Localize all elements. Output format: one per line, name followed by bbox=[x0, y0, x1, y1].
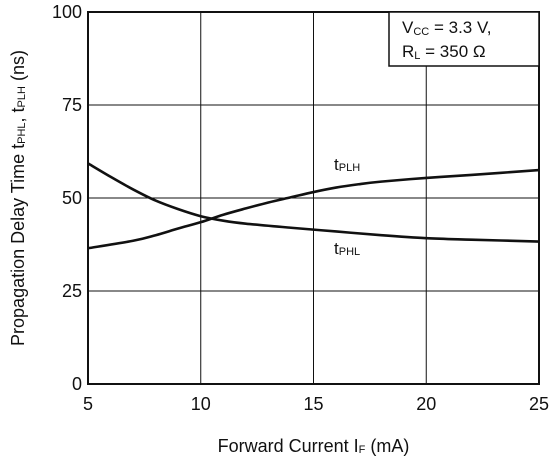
x-axis-label: Forward Current IF (mA) bbox=[218, 436, 410, 456]
condition-vcc-value: = 3.3 V, bbox=[429, 18, 491, 37]
grid-lines bbox=[88, 12, 539, 384]
series-line-tphl bbox=[87, 162, 540, 243]
x-tick-label: 5 bbox=[83, 394, 93, 414]
conditions-box-border bbox=[388, 11, 540, 67]
series-label-tphl-sub: PHL bbox=[339, 246, 360, 258]
condition-rl-value: = 350 Ω bbox=[420, 42, 485, 61]
series-label-tplh-sub: PLH bbox=[339, 162, 360, 174]
x-tick-label: 15 bbox=[303, 394, 323, 414]
condition-rl: RL = 350 Ω bbox=[402, 42, 486, 62]
y-axis-label-mid: , t bbox=[8, 107, 28, 122]
y-axis-label-sub2: PLH bbox=[16, 86, 28, 107]
x-axis-label-unit: (mA) bbox=[365, 436, 409, 456]
y-tick-label: 0 bbox=[72, 374, 82, 394]
series-label-tphl: tPHL bbox=[334, 239, 360, 258]
conditions-box: VCC = 3.3 V, RL = 350 Ω bbox=[388, 11, 540, 67]
condition-rl-subscript: L bbox=[414, 50, 420, 62]
y-tick-label: 25 bbox=[62, 281, 82, 301]
series-label-tphl-main: t bbox=[334, 239, 339, 258]
plot-frame bbox=[87, 11, 540, 385]
series-line-tplh bbox=[87, 168, 540, 250]
x-axis-label-main: Forward Current I bbox=[218, 436, 359, 456]
series-curves bbox=[87, 162, 540, 250]
y-axis-label-post: (ns) bbox=[8, 50, 28, 86]
y-tick-label: 50 bbox=[62, 188, 82, 208]
y-axis-label: Propagation Delay Time tPHL, tPLH (ns) bbox=[8, 50, 28, 346]
series-label-tplh: tPLH bbox=[334, 155, 360, 174]
y-tick-label: 75 bbox=[62, 95, 82, 115]
condition-rl-symbol: R bbox=[402, 42, 414, 61]
condition-vcc: VCC = 3.3 V, bbox=[402, 18, 491, 38]
y-axis-label-sub1: PHL bbox=[16, 122, 28, 143]
y-tick-label: 100 bbox=[52, 2, 82, 22]
y-axis-label-pre: Propagation Delay Time t bbox=[8, 144, 28, 346]
condition-vcc-subscript: CC bbox=[413, 26, 429, 38]
tick-labels: 5 10 15 20 25 0 25 50 75 100 bbox=[52, 2, 549, 414]
condition-vcc-symbol: V bbox=[402, 18, 414, 37]
x-tick-label: 10 bbox=[191, 394, 211, 414]
x-tick-label: 20 bbox=[416, 394, 436, 414]
series-label-tplh-main: t bbox=[334, 155, 339, 174]
x-tick-label: 25 bbox=[529, 394, 549, 414]
x-axis-label-sub: F bbox=[359, 444, 366, 456]
